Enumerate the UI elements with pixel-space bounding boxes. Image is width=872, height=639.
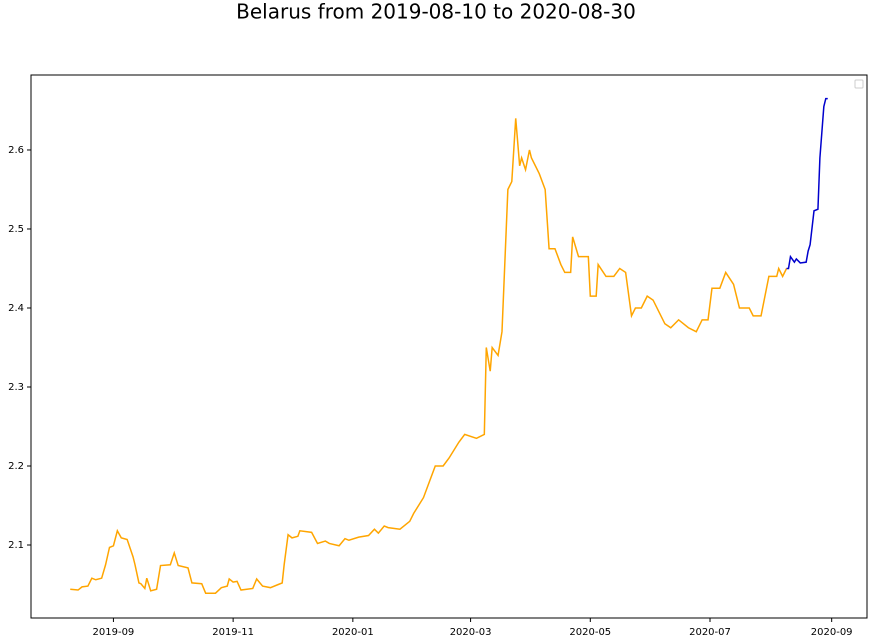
y-tick-label: 2.1 [8,540,24,551]
y-tick-label: 2.3 [8,382,24,393]
x-tick-label: 2019-11 [212,627,254,638]
data-line [786,97,828,270]
x-tick-label: 2020-05 [569,627,611,638]
x-tick-label: 2020-03 [450,627,492,638]
chart-title: Belarus from 2019-08-10 to 2020-08-30 [236,0,636,24]
x-tick-label: 2020-09 [811,627,853,638]
x-tick-label: 2020-07 [689,627,731,638]
y-tick-label: 2.6 [8,145,24,156]
y-tick-label: 2.4 [8,303,24,314]
legend-box [854,79,864,89]
y-tick-label: 2.2 [8,461,24,472]
plot-frame [30,74,868,619]
y-tick-label: 2.5 [8,224,24,235]
x-tick-label: 2020-01 [332,627,374,638]
x-tick-label: 2019-09 [93,627,135,638]
data-line [70,118,788,594]
